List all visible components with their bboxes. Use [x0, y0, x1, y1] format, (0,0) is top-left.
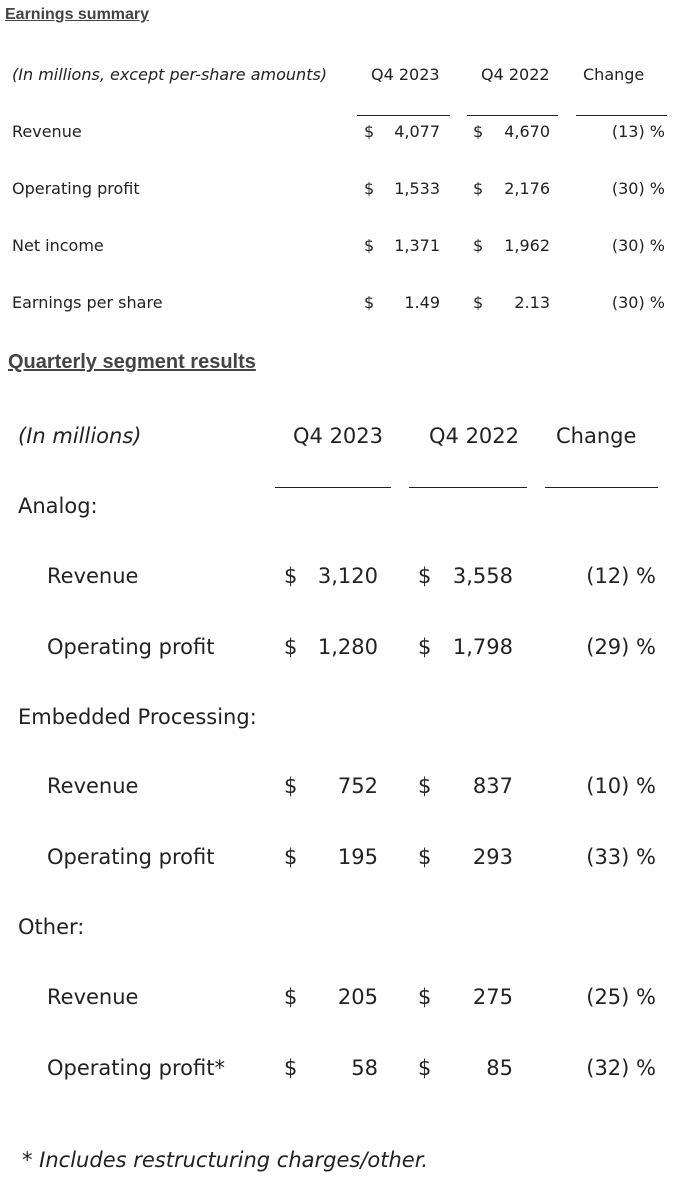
row-label: Operating profit	[12, 179, 140, 198]
q4-2023-value: 3,120	[317, 564, 378, 588]
row-label: Net income	[12, 236, 104, 255]
segments-col-q4-2023: Q4 2023	[293, 424, 384, 448]
q4-2022-value: 4,670	[504, 122, 550, 141]
change-value: (30) %	[611, 179, 665, 198]
segment-group-name: Analog:	[18, 494, 98, 518]
change-value: (12) %	[586, 564, 656, 588]
earnings-col-q4-2023: Q4 2023	[371, 65, 440, 84]
earnings-col-change: Change	[583, 65, 645, 84]
row-label: Revenue	[47, 774, 139, 798]
row-label: Revenue	[47, 985, 139, 1009]
q4-2023-value: 1,371	[394, 236, 440, 255]
currency-symbol: $	[284, 845, 298, 869]
currency-symbol: $	[418, 635, 432, 659]
earnings-caption: (In millions, except per-share amounts)	[12, 65, 328, 84]
change-value: (30) %	[611, 236, 665, 255]
currency-symbol: $	[364, 122, 375, 141]
currency-symbol: $	[284, 774, 298, 798]
q4-2023-value: 1,533	[394, 179, 440, 198]
q4-2022-value: 2,176	[504, 179, 550, 198]
footnote: * Includes restructuring charges/other.	[22, 1148, 429, 1172]
q4-2023-value: 4,077	[394, 122, 440, 141]
segments-col-change: Change	[556, 424, 637, 448]
currency-symbol: $	[284, 635, 298, 659]
change-value: (29) %	[586, 635, 656, 659]
earnings-col-q4-2022: Q4 2022	[481, 65, 550, 84]
q4-2022-value: 85	[486, 1056, 513, 1080]
change-value: (33) %	[586, 845, 656, 869]
q4-2023-value: 195	[337, 845, 378, 869]
q4-2022-value: 275	[472, 985, 513, 1009]
currency-symbol: $	[364, 293, 375, 312]
segments-col-rule	[275, 487, 391, 488]
currency-symbol: $	[473, 179, 484, 198]
q4-2023-value: 205	[337, 985, 378, 1009]
q4-2022-value: 293	[472, 845, 513, 869]
q4-2022-value: 1,962	[504, 236, 550, 255]
currency-symbol: $	[473, 122, 484, 141]
row-label: Operating profit	[47, 845, 215, 869]
q4-2023-value: 752	[337, 774, 378, 798]
earnings-col-rule	[467, 115, 558, 116]
segments-caption: (In millions)	[18, 424, 142, 448]
earnings-col-rule	[357, 115, 450, 116]
currency-symbol: $	[418, 564, 432, 588]
segment-group-name: Other:	[18, 915, 85, 939]
row-label: Operating profit	[47, 635, 215, 659]
currency-symbol: $	[418, 774, 432, 798]
q4-2023-value: 1,280	[317, 635, 378, 659]
q4-2022-value: 3,558	[452, 564, 513, 588]
currency-symbol: $	[284, 985, 298, 1009]
segment-results-heading: Quarterly segment results	[8, 351, 256, 373]
currency-symbol: $	[364, 179, 375, 198]
earnings-col-rule	[576, 115, 667, 116]
row-label: Operating profit*	[47, 1056, 225, 1080]
q4-2023-value: 1.49	[404, 293, 440, 312]
change-value: (32) %	[586, 1056, 656, 1080]
row-label: Earnings per share	[12, 293, 163, 312]
currency-symbol: $	[418, 845, 432, 869]
currency-symbol: $	[284, 1056, 298, 1080]
currency-symbol: $	[364, 236, 375, 255]
change-value: (25) %	[586, 985, 656, 1009]
segment-group-name: Embedded Processing:	[18, 705, 257, 729]
q4-2022-value: 2.13	[514, 293, 550, 312]
currency-symbol: $	[473, 236, 484, 255]
change-value: (30) %	[611, 293, 665, 312]
q4-2022-value: 837	[472, 774, 513, 798]
q4-2023-value: 58	[351, 1056, 378, 1080]
row-label: Revenue	[12, 122, 82, 141]
change-value: (13) %	[611, 122, 665, 141]
segments-col-q4-2022: Q4 2022	[429, 424, 520, 448]
segments-col-rule	[409, 487, 527, 488]
change-value: (10) %	[586, 774, 656, 798]
currency-symbol: $	[418, 985, 432, 1009]
segments-col-rule	[545, 487, 658, 488]
earnings-summary-heading: Earnings summary	[5, 6, 150, 23]
currency-symbol: $	[418, 1056, 432, 1080]
currency-symbol: $	[284, 564, 298, 588]
row-label: Revenue	[47, 564, 139, 588]
currency-symbol: $	[473, 293, 484, 312]
q4-2022-value: 1,798	[452, 635, 513, 659]
